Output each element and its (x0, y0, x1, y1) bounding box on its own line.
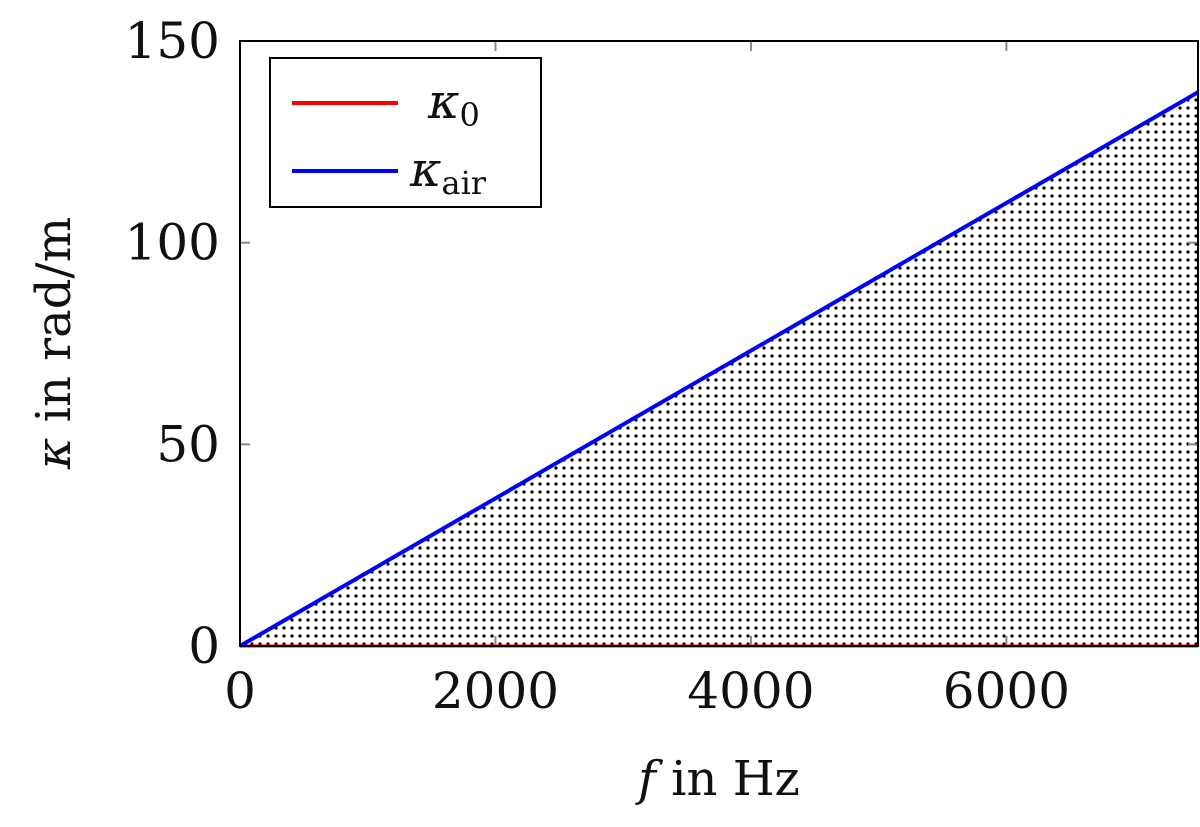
x-tick-labels: 0 2000 4000 6000 (224, 662, 1070, 720)
legend-label-kappa-0: κ0 (427, 74, 480, 134)
x-axis-title: f in Hz (635, 751, 800, 807)
series-line-kappa-air (238, 90, 1200, 648)
y-tick-labels: 0 50 100 150 (125, 12, 220, 675)
axes-frame (239, 40, 1199, 647)
x-tick-label: 4000 (687, 662, 814, 720)
legend-box (269, 57, 542, 208)
y-tick-label: 150 (125, 12, 220, 70)
legend: κ0 κair (269, 57, 542, 208)
y-tick-label: 0 (188, 617, 220, 675)
legend-label-kappa-air: κair (409, 142, 487, 202)
y-tick-label: 50 (156, 415, 220, 473)
x-tick-label: 6000 (943, 662, 1070, 720)
x-tick-label: 0 (224, 662, 256, 720)
y-axis-title: κ in rad/m (26, 217, 82, 470)
y-tick-label: 100 (125, 214, 220, 272)
x-tick-label: 2000 (432, 662, 559, 720)
